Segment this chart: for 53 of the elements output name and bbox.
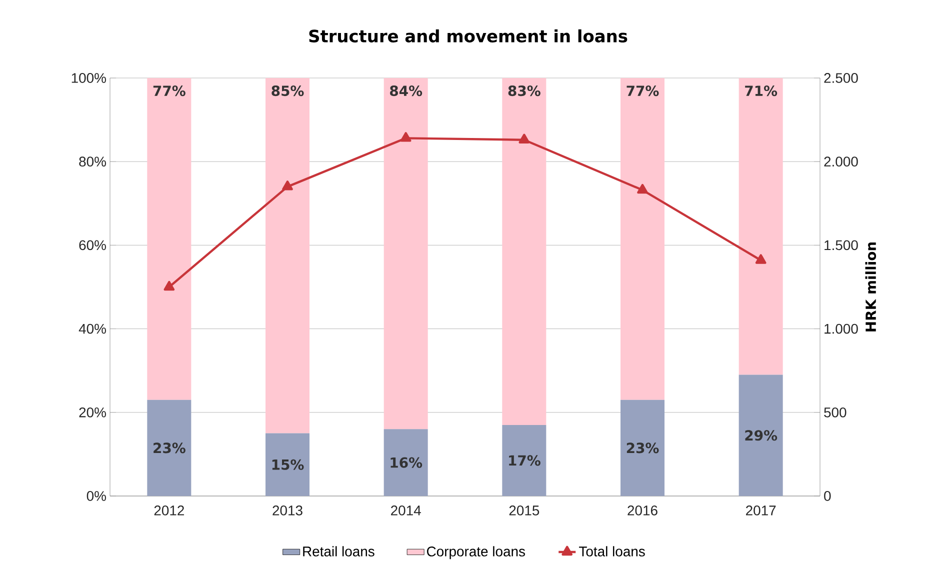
point: [400, 132, 412, 142]
data-label: 17%: [509, 455, 540, 466]
data-label: 23%: [626, 442, 659, 454]
bar: [266, 433, 310, 496]
data-label: 84%: [390, 86, 422, 96]
x-tick-label: 2016: [628, 506, 658, 516]
legend-label: Corporate loans: [426, 546, 525, 560]
point: [282, 180, 293, 190]
x-tick-label: 2012: [154, 506, 184, 516]
point: [164, 280, 175, 291]
data-label: 71%: [745, 86, 778, 96]
data-label: 15%: [272, 459, 304, 470]
y2-tick-label: 500: [824, 407, 846, 418]
y-tick-label: 80%: [79, 156, 106, 167]
x-tick-label: 2017: [746, 506, 776, 516]
x-tick-label: 2015: [509, 506, 540, 516]
bar: [620, 78, 665, 400]
data-label: 85%: [272, 86, 304, 96]
x-tick-label: 2014: [391, 506, 421, 516]
point: [518, 134, 530, 144]
data-label: 77%: [626, 86, 659, 96]
bar: [620, 400, 665, 496]
bar: [147, 400, 192, 496]
bar: [384, 78, 428, 430]
bar: [384, 429, 428, 496]
y2-tick-label: 2.500: [824, 73, 858, 83]
x-tick-label: 2013: [272, 506, 302, 516]
data-label: 77%: [153, 86, 186, 96]
y-tick-label: 60%: [79, 240, 106, 250]
y2-tick-label: 1.000: [824, 324, 858, 334]
point: [755, 254, 766, 264]
y-tick-label: 40%: [78, 324, 106, 334]
bar: [147, 78, 192, 400]
point: [637, 184, 648, 194]
data-label: 16%: [390, 457, 422, 468]
y2-tick-label: 1.500: [824, 240, 858, 250]
y-tick-label: 0%: [86, 491, 106, 501]
data-label: 29%: [745, 430, 778, 441]
y-tick-label: 100%: [72, 73, 106, 83]
bar: [266, 78, 310, 434]
bar: [738, 78, 783, 375]
bar: [502, 78, 546, 425]
legend-label: Total loans: [579, 546, 645, 556]
chart-title: Structure and movement in loans: [309, 29, 628, 42]
bar: [738, 374, 783, 496]
y2-tick-label: 2.000: [824, 156, 858, 167]
bar: [502, 424, 546, 496]
y-tick-label: 20%: [79, 407, 106, 418]
data-label: 83%: [508, 86, 540, 96]
legend-label: Retail loans: [303, 546, 374, 556]
data-label: 23%: [154, 442, 186, 454]
y2-tick-label: 0: [824, 491, 831, 501]
y2-axis-title: HRK million: [865, 242, 876, 332]
